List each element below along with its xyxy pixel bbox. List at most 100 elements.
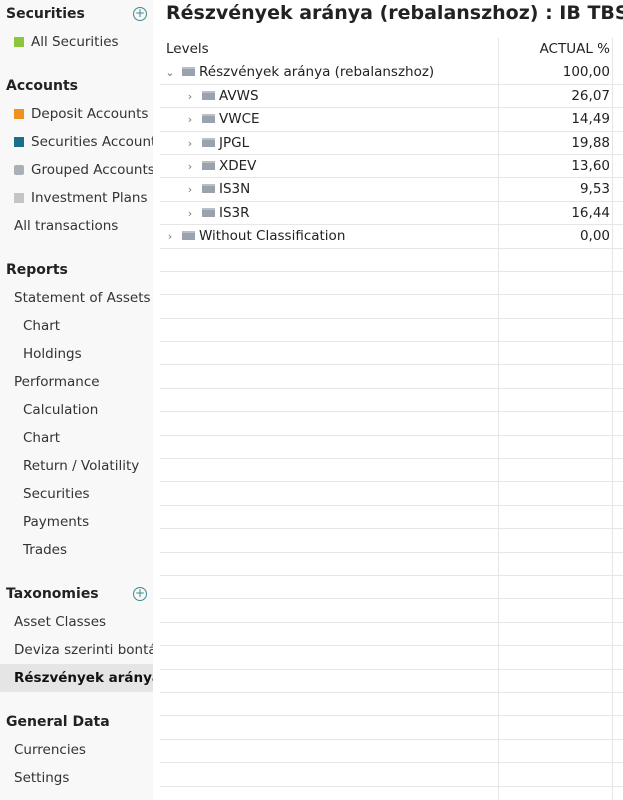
chevron-right-icon[interactable]: ›: [187, 113, 193, 127]
actual-percent-cell: 0,00: [499, 225, 613, 248]
level-cell: ⌄ Részvények aránya (rebalanszhoz): [160, 61, 499, 84]
folder-icon: [202, 207, 215, 217]
table-header: Levels ACTUAL %: [160, 38, 623, 62]
empty-row: [160, 622, 623, 647]
level-cell: › XDEV: [160, 154, 499, 178]
empty-row: [160, 482, 623, 506]
empty-row: [160, 412, 623, 436]
sidebar-item-asset-classes[interactable]: Asset Classes: [14, 614, 107, 630]
sidebar-item-all-transactions[interactable]: All transactions: [14, 218, 119, 234]
table-row[interactable]: › IS3R 16,44: [160, 201, 623, 226]
folder-icon: [202, 137, 215, 147]
sidebar-item-deviza[interactable]: Deviza szerinti bontás: [14, 642, 153, 658]
sidebar: Securities + All Securities Accounts Depo…: [0, 0, 153, 800]
section-general-data: General Data: [6, 714, 110, 730]
actual-percent-cell: 16,44: [499, 201, 613, 225]
sidebar-item-payments[interactable]: Payments: [23, 514, 90, 530]
empty-row: [160, 529, 623, 553]
empty-row: [160, 786, 623, 800]
empty-row: [160, 552, 623, 576]
securities-account-icon: [14, 137, 24, 147]
investment-plan-icon: [14, 193, 24, 203]
level-cell: › VWCE: [160, 108, 499, 131]
level-cell: › IS3N: [160, 178, 499, 201]
empty-row: [160, 459, 623, 483]
sidebar-item-calculation[interactable]: Calculation: [23, 402, 99, 418]
actual-percent-cell: 100,00: [499, 61, 613, 84]
sidebar-item-investment-plans[interactable]: Investment Plans: [0, 184, 153, 212]
folder-icon: [202, 90, 215, 100]
page-title: Részvények aránya (rebalanszhoz) : IB TB…: [166, 2, 623, 24]
empty-row: [160, 669, 623, 693]
sidebar-item-grouped-accounts[interactable]: Grouped Accounts: [0, 156, 153, 184]
table-row[interactable]: › Without Classification 0,00: [160, 225, 623, 249]
actual-percent-cell: 13,60: [499, 154, 613, 178]
table-row[interactable]: › XDEV 13,60: [160, 154, 623, 179]
column-header-levels[interactable]: Levels: [160, 38, 499, 62]
empty-row: [160, 646, 623, 670]
sidebar-item-statement-chart[interactable]: Chart: [23, 318, 61, 334]
folder-icon: [182, 67, 195, 77]
chevron-down-icon[interactable]: ⌄: [165, 66, 175, 80]
empty-row: [160, 271, 623, 296]
sidebar-item-performance-chart[interactable]: Chart: [23, 430, 61, 446]
sidebar-item-trades[interactable]: Trades: [23, 542, 67, 558]
sidebar-item-return-volatility[interactable]: Return / Volatility: [23, 458, 140, 474]
chevron-right-icon[interactable]: ›: [187, 183, 193, 197]
security-file-icon: [14, 37, 24, 47]
deposit-account-icon: [14, 109, 24, 119]
sidebar-item-performance[interactable]: Performance: [14, 374, 100, 390]
empty-row: [160, 342, 623, 366]
empty-row: [160, 763, 623, 787]
level-cell: › JPGL: [160, 131, 499, 154]
chevron-right-icon[interactable]: ›: [187, 206, 193, 220]
chevron-right-icon[interactable]: ›: [167, 230, 173, 244]
add-taxonomy-icon[interactable]: +: [133, 586, 147, 601]
actual-percent-cell: 19,88: [499, 131, 613, 154]
empty-row: [160, 318, 623, 343]
folder-icon: [202, 114, 215, 124]
table-row[interactable]: › VWCE 14,49: [160, 108, 623, 132]
sidebar-item-deposit-accounts[interactable]: Deposit Accounts: [0, 100, 153, 128]
section-reports: Reports: [6, 262, 68, 278]
level-cell: › AVWS: [160, 84, 499, 108]
sidebar-item-securities-accounts[interactable]: Securities Accounts: [0, 128, 153, 156]
sidebar-item-all-securities[interactable]: All Securities: [0, 28, 153, 56]
sidebar-item-statement-of-assets[interactable]: Statement of Assets: [14, 290, 151, 306]
table-row[interactable]: › IS3N 9,53: [160, 178, 623, 202]
taxonomy-table: Levels ACTUAL % ⌄ Részvények aránya (reba…: [160, 38, 623, 800]
empty-row: [160, 505, 623, 530]
actual-percent-cell: 9,53: [499, 178, 613, 201]
folder-icon: [202, 160, 215, 170]
sidebar-item-currencies[interactable]: Currencies: [14, 742, 86, 758]
table-row[interactable]: ⌄ Részvények aránya (rebalanszhoz) 100,00: [160, 61, 623, 85]
empty-row: [160, 599, 623, 623]
level-cell: › Without Classification: [160, 225, 499, 248]
table-row[interactable]: › JPGL 19,88: [160, 131, 623, 155]
sidebar-item-reszvenyek-aranya[interactable]: Részvények aránya (rebalanszhoz): [0, 664, 153, 692]
empty-row: [160, 575, 623, 600]
empty-row: [160, 716, 623, 740]
empty-row: [160, 435, 623, 460]
empty-row: [160, 692, 623, 717]
sidebar-item-holdings[interactable]: Holdings: [23, 346, 82, 362]
main-panel: Részvények aránya (rebalanszhoz) : IB TB…: [160, 0, 623, 800]
chevron-right-icon[interactable]: ›: [187, 136, 193, 150]
table-row[interactable]: › AVWS 26,07: [160, 84, 623, 109]
column-header-actual[interactable]: ACTUAL %: [499, 38, 613, 62]
level-cell: › IS3R: [160, 201, 499, 225]
section-accounts: Accounts: [6, 78, 79, 94]
actual-percent-cell: 14,49: [499, 108, 613, 131]
empty-row: [160, 388, 623, 413]
add-security-icon[interactable]: +: [133, 6, 147, 21]
chevron-right-icon[interactable]: ›: [187, 89, 193, 103]
sidebar-item-settings[interactable]: Settings: [14, 770, 70, 786]
section-securities: Securities +: [6, 6, 147, 22]
empty-row: [160, 295, 623, 319]
empty-row: [160, 365, 623, 389]
actual-percent-cell: 26,07: [499, 84, 613, 108]
empty-row: [160, 248, 623, 272]
grouped-accounts-icon: [14, 165, 24, 175]
chevron-right-icon[interactable]: ›: [187, 159, 193, 173]
sidebar-item-securities-report[interactable]: Securities: [23, 486, 90, 502]
